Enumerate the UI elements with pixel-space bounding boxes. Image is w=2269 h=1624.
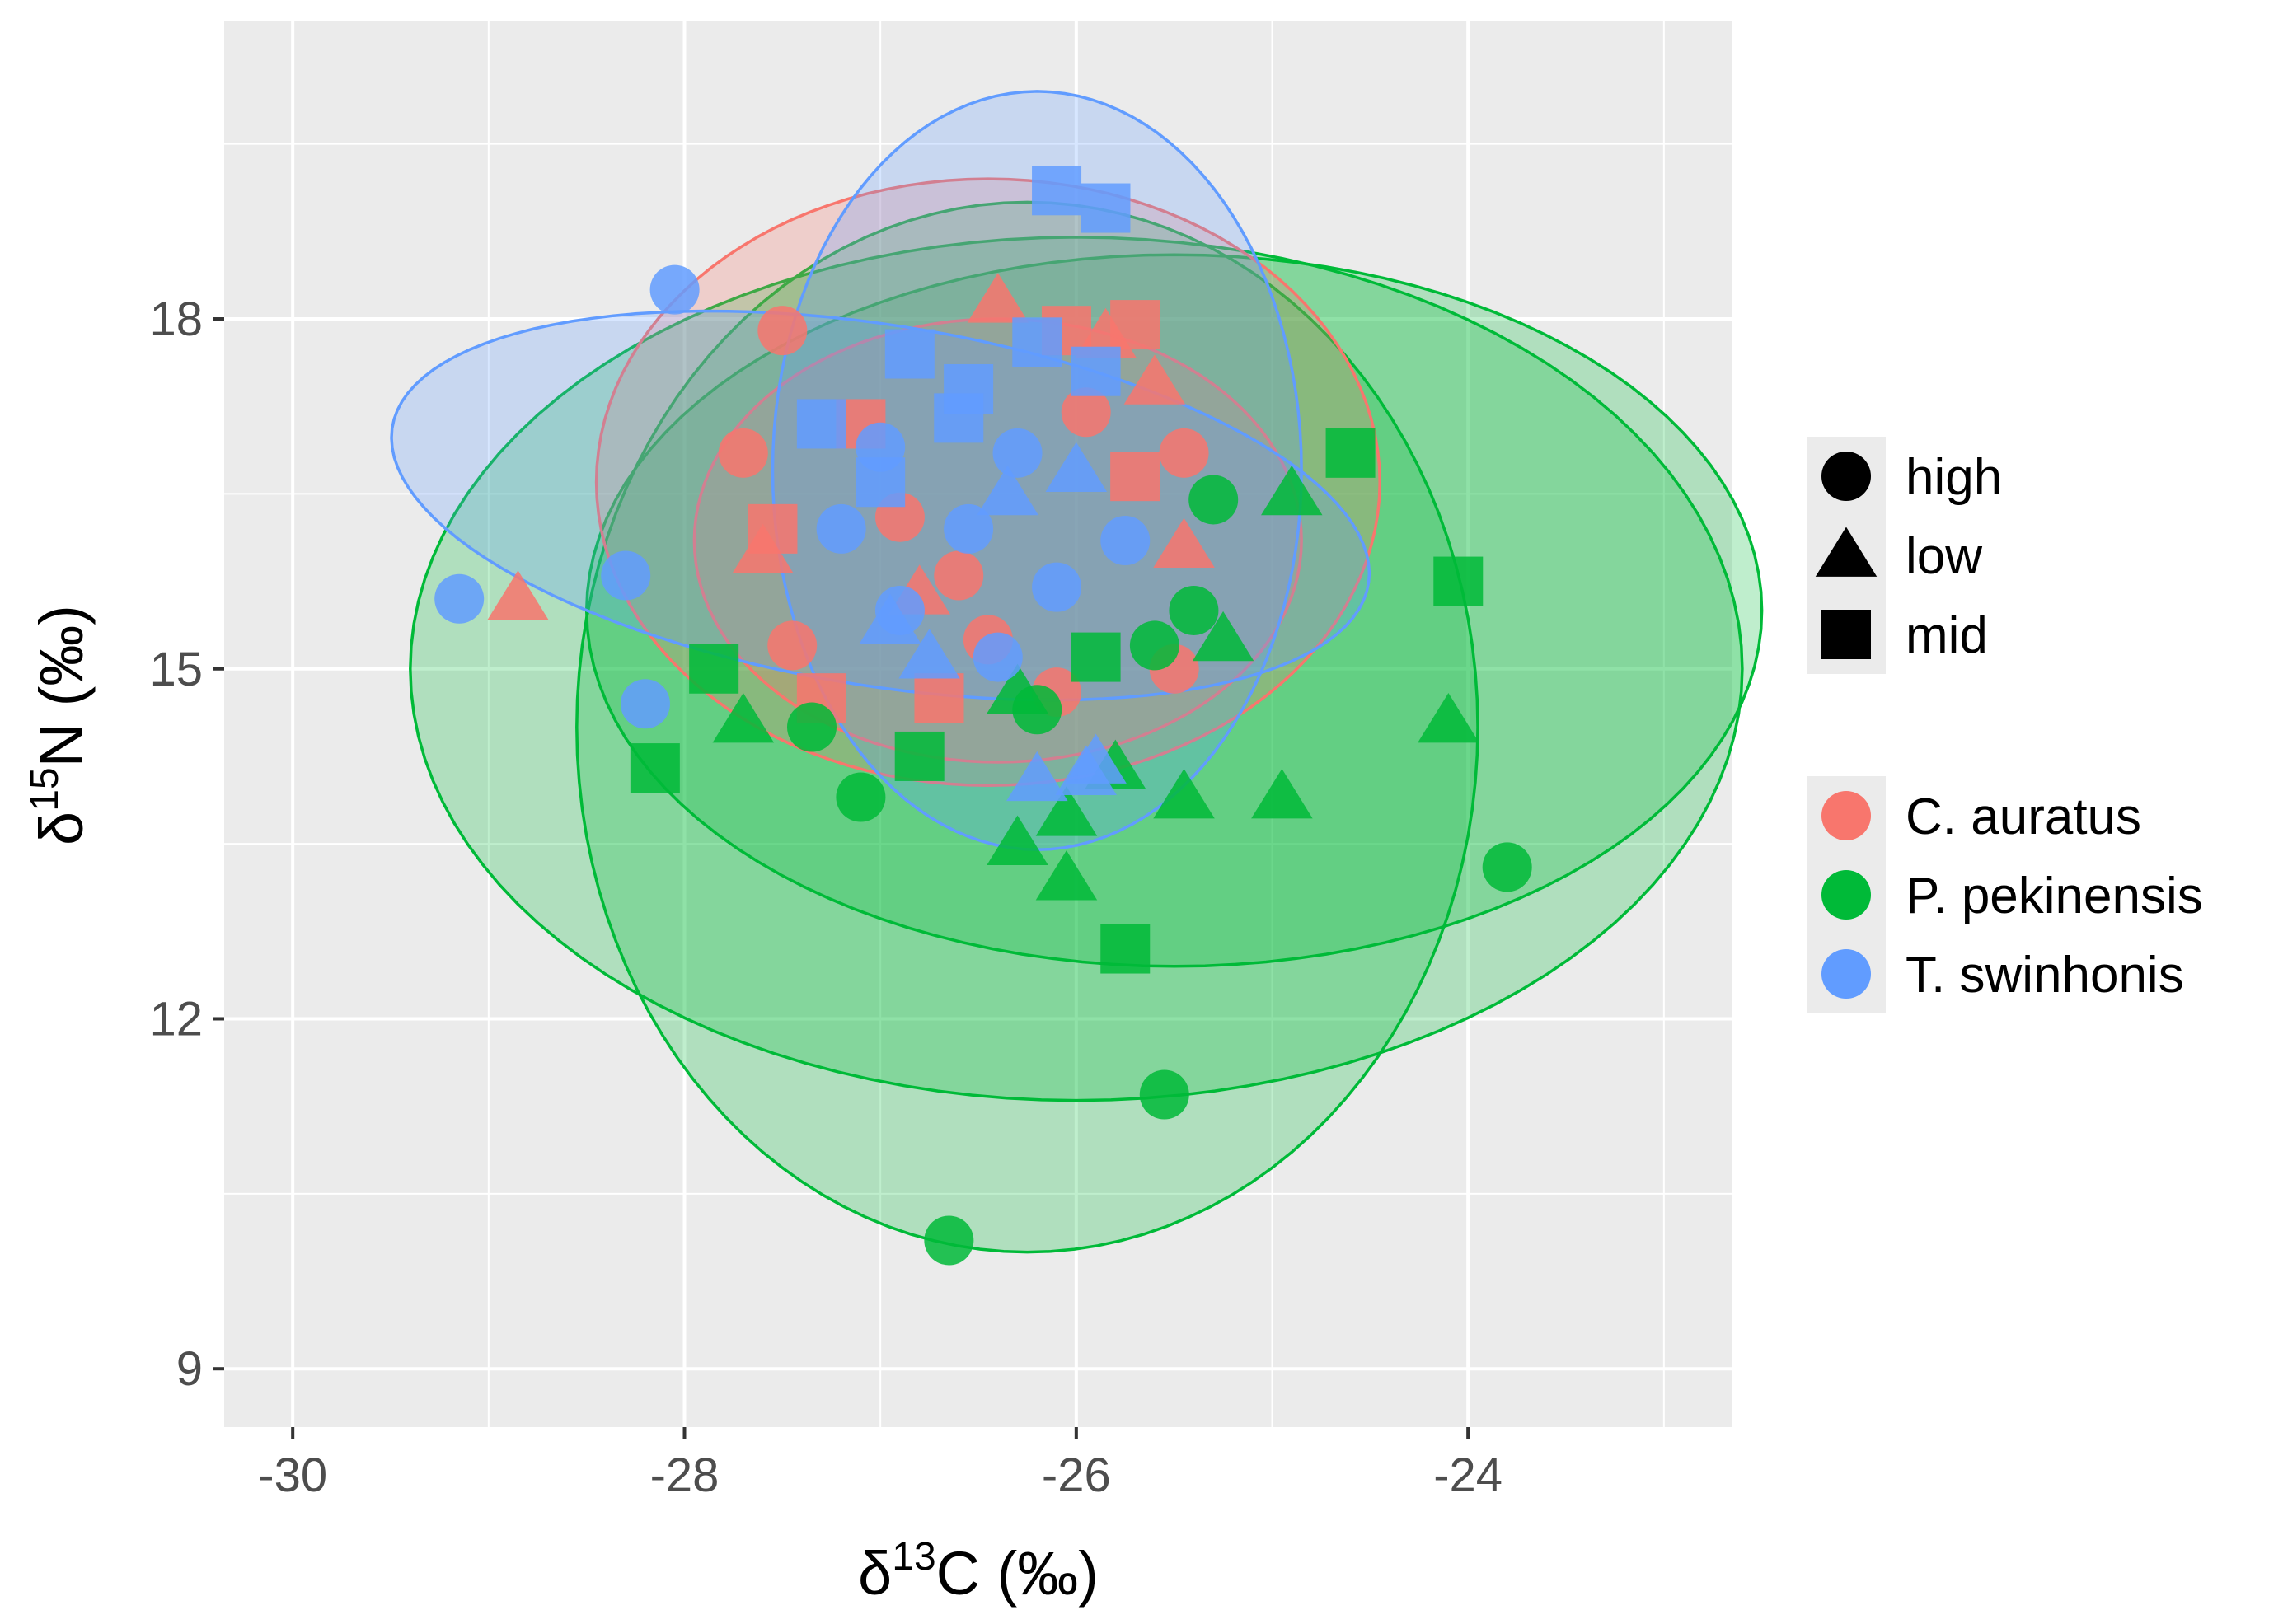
point-c-auratus-high — [1061, 387, 1111, 438]
point-c-auratus-low — [1123, 354, 1186, 405]
point-c-auratus-low — [967, 273, 1029, 323]
point-p-pekinensis-mid — [1071, 632, 1121, 682]
y-tick-label: 15 — [149, 643, 203, 696]
point-t-swinhonis-high — [944, 503, 994, 554]
point-t-swinhonis-mid — [796, 399, 846, 449]
point-p-pekinensis-high — [1482, 842, 1532, 892]
point-c-auratus-high — [767, 620, 818, 671]
y-axis-title-prefix: δ — [27, 812, 96, 845]
data-points — [434, 166, 1532, 1266]
legend-label-mid: mid — [1906, 607, 1988, 664]
legend-shape-low — [1815, 527, 1878, 577]
plot-panel — [224, 21, 1732, 1427]
legend-label-t-swinhonis: T. swinhonis — [1906, 947, 2184, 1004]
legend-label-p-pekinensis: P. pekinensis — [1906, 868, 2203, 924]
y-tick-label: 9 — [176, 1342, 203, 1396]
point-p-pekinensis-high — [836, 772, 886, 822]
point-t-swinhonis-high — [1100, 516, 1151, 566]
point-p-pekinensis-mid — [1100, 924, 1151, 974]
point-p-pekinensis-low — [987, 815, 1048, 865]
x-axis-title: δ13C (‰) — [858, 1535, 1099, 1608]
legend-color-t-swinhonis — [1821, 949, 1871, 999]
y-axis-title-rest: N (‰) — [27, 605, 96, 767]
point-p-pekinensis-high — [1129, 620, 1179, 671]
y-tick-label: 12 — [149, 992, 203, 1046]
legend-label-high: high — [1906, 449, 2002, 506]
y-tick-label: 18 — [149, 293, 203, 346]
point-p-pekinensis-mid — [1325, 428, 1376, 478]
point-t-swinhonis-high — [620, 679, 670, 729]
legend-color-p-pekinensis — [1821, 870, 1871, 920]
point-c-auratus-high — [1159, 428, 1209, 478]
x-axis: -30 -28 -26 -24 — [258, 1427, 1503, 1502]
point-p-pekinensis-low — [987, 663, 1048, 714]
point-p-pekinensis-low — [1251, 768, 1313, 819]
point-p-pekinensis-high — [1139, 1069, 1189, 1120]
point-c-auratus-mid — [1110, 300, 1160, 350]
point-c-auratus-mid — [1110, 452, 1160, 502]
x-axis-title-sup: 13 — [892, 1535, 935, 1579]
point-p-pekinensis-low — [1192, 611, 1254, 662]
point-t-swinhonis-low — [1055, 745, 1117, 796]
point-p-pekinensis-mid — [630, 743, 680, 793]
legend-color-c-auratus — [1821, 791, 1871, 840]
point-p-pekinensis-mid — [689, 644, 739, 694]
point-t-swinhonis-high — [992, 428, 1043, 478]
x-tick-label: -24 — [1433, 1448, 1503, 1502]
point-t-swinhonis-high — [973, 632, 1023, 682]
x-tick-label: -26 — [1042, 1448, 1111, 1502]
x-axis-title-prefix: δ — [858, 1539, 892, 1608]
point-t-swinhonis-mid — [856, 457, 906, 508]
point-t-swinhonis-high — [601, 550, 651, 601]
y-axis-title-sup: 15 — [23, 767, 67, 811]
point-t-swinhonis-low — [898, 629, 960, 679]
point-t-swinhonis-mid — [884, 329, 935, 379]
point-p-pekinensis-mid — [894, 731, 945, 781]
point-t-swinhonis-mid — [1081, 183, 1131, 233]
point-t-swinhonis-mid — [934, 393, 984, 443]
x-axis-title-rest: C (‰) — [936, 1539, 1099, 1608]
point-p-pekinensis-high — [924, 1215, 974, 1266]
x-tick-label: -30 — [258, 1448, 327, 1502]
point-p-pekinensis-low — [1035, 786, 1098, 836]
point-t-swinhonis-low — [1045, 442, 1108, 492]
point-p-pekinensis-high — [786, 702, 837, 752]
point-c-auratus-low — [1153, 517, 1215, 568]
point-p-pekinensis-high — [1188, 475, 1239, 525]
point-t-swinhonis-high — [1032, 562, 1082, 612]
point-c-auratus-high — [757, 306, 808, 356]
legend: high low mid C. auratus P. pekinensis T. swin… — [1807, 437, 2203, 1013]
point-p-pekinensis-low — [1035, 850, 1098, 901]
point-p-pekinensis-low — [1260, 465, 1323, 516]
point-t-swinhonis-mid — [1071, 346, 1121, 396]
point-c-auratus-high — [934, 550, 984, 601]
y-axis-title: δ15N (‰) — [23, 605, 96, 845]
point-p-pekinensis-mid — [1433, 556, 1484, 606]
legend-label-low: low — [1906, 528, 1982, 585]
x-tick-label: -28 — [650, 1448, 720, 1502]
point-t-swinhonis-high — [816, 503, 866, 554]
point-p-pekinensis-low — [1153, 768, 1215, 819]
point-t-swinhonis-low — [1006, 751, 1068, 802]
legend-shape-mid — [1821, 610, 1871, 659]
legend-label-c-auratus: C. auratus — [1906, 789, 2141, 845]
point-t-swinhonis-high — [434, 573, 485, 624]
y-axis: 9 12 15 18 — [149, 293, 224, 1396]
point-c-auratus-high — [718, 428, 768, 478]
point-c-auratus-low — [487, 570, 549, 620]
point-t-swinhonis-low — [859, 593, 921, 644]
point-c-auratus-mid — [748, 503, 798, 554]
point-p-pekinensis-low — [1418, 692, 1479, 743]
point-t-swinhonis-low — [977, 465, 1038, 516]
point-t-swinhonis-mid — [1012, 317, 1062, 367]
legend-shape-high — [1821, 452, 1871, 501]
point-t-swinhonis-mid — [1032, 166, 1082, 216]
point-p-pekinensis-high — [1169, 585, 1219, 635]
point-p-pekinensis-low — [712, 692, 775, 743]
point-c-auratus-mid — [914, 673, 964, 723]
point-t-swinhonis-high — [649, 264, 700, 315]
